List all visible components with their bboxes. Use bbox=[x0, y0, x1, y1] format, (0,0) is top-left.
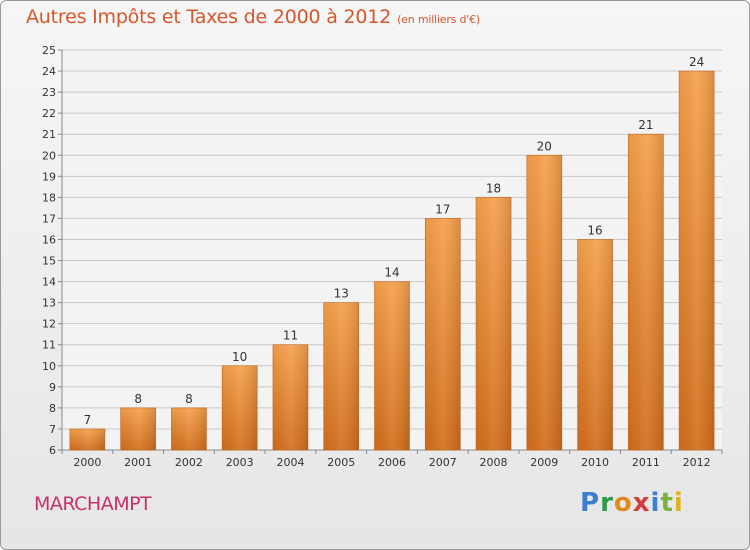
x-tick-label: 2008 bbox=[480, 456, 508, 469]
x-tick-label: 2003 bbox=[226, 456, 254, 469]
bar-shade bbox=[69, 428, 105, 450]
commune-name: MARCHAMPT bbox=[34, 493, 152, 515]
y-tick-label: 22 bbox=[42, 107, 56, 120]
y-tick-label: 13 bbox=[42, 297, 56, 310]
bar-value-label: 17 bbox=[435, 202, 450, 216]
y-tick-label: 6 bbox=[49, 444, 56, 457]
bar-shade bbox=[222, 365, 258, 450]
y-tick-label: 23 bbox=[42, 86, 56, 99]
bar-value-label: 13 bbox=[334, 287, 349, 301]
y-tick-label: 7 bbox=[49, 423, 56, 436]
y-tick-label: 16 bbox=[42, 233, 56, 246]
bar-shade bbox=[476, 197, 512, 450]
x-tick-label: 2009 bbox=[530, 456, 558, 469]
x-tick-label: 2002 bbox=[175, 456, 203, 469]
bar-shade bbox=[120, 407, 156, 450]
y-tick-label: 12 bbox=[42, 318, 56, 331]
proxiti-logo: Proxiti bbox=[580, 488, 684, 518]
logo-letter: r bbox=[600, 488, 614, 518]
y-tick-label: 18 bbox=[42, 191, 56, 204]
y-tick-label: 24 bbox=[42, 65, 56, 78]
bar-shade bbox=[374, 281, 410, 450]
logo-letter: i bbox=[650, 488, 661, 518]
y-tick-label: 20 bbox=[42, 149, 56, 162]
bar-value-label: 24 bbox=[689, 55, 704, 69]
bar-value-label: 20 bbox=[537, 139, 552, 153]
logo-letter: i bbox=[673, 488, 684, 518]
bar-value-label: 8 bbox=[185, 392, 193, 406]
logo-letter: t bbox=[660, 488, 674, 518]
chart-subtitle: (en milliers d'€) bbox=[397, 13, 480, 26]
x-tick-label: 2001 bbox=[124, 456, 152, 469]
bar-value-label: 14 bbox=[384, 266, 399, 280]
bar-value-label: 7 bbox=[84, 413, 92, 427]
x-tick-label: 2000 bbox=[73, 456, 101, 469]
logo-letter: x bbox=[632, 488, 651, 518]
y-tick-label: 11 bbox=[42, 339, 56, 352]
logo-letter: o bbox=[613, 488, 633, 518]
x-tick-label: 2012 bbox=[683, 456, 711, 469]
bar-shade bbox=[526, 155, 562, 450]
bar-shade bbox=[628, 134, 664, 451]
bar-shade bbox=[425, 218, 461, 450]
bar-shade bbox=[577, 239, 613, 450]
x-tick-label: 2010 bbox=[581, 456, 609, 469]
y-tick-label: 25 bbox=[42, 44, 56, 57]
bar-value-label: 11 bbox=[283, 329, 298, 343]
x-tick-label: 2005 bbox=[327, 456, 355, 469]
y-tick-label: 10 bbox=[42, 360, 56, 373]
x-tick-label: 2004 bbox=[276, 456, 304, 469]
logo-letter: P bbox=[580, 488, 601, 518]
y-tick-label: 17 bbox=[42, 212, 56, 225]
bar-value-label: 16 bbox=[587, 223, 602, 237]
bar-value-label: 10 bbox=[232, 350, 247, 364]
y-tick-label: 14 bbox=[42, 276, 56, 289]
chart-title-text: Autres Impôts et Taxes de 2000 à 2012 bbox=[26, 6, 392, 28]
x-tick-label: 2007 bbox=[429, 456, 457, 469]
bar-shade bbox=[171, 407, 207, 450]
y-tick-label: 21 bbox=[42, 128, 56, 141]
bar-value-label: 21 bbox=[638, 118, 653, 132]
y-tick-label: 15 bbox=[42, 255, 56, 268]
bar-shade bbox=[679, 71, 715, 450]
bar-value-label: 18 bbox=[486, 181, 501, 195]
bar-shade bbox=[323, 302, 359, 450]
y-tick-label: 19 bbox=[42, 170, 56, 183]
y-tick-label: 8 bbox=[49, 402, 56, 415]
bar-shade bbox=[272, 344, 308, 450]
x-tick-label: 2006 bbox=[378, 456, 406, 469]
y-tick-label: 9 bbox=[49, 381, 56, 394]
chart-title: Autres Impôts et Taxes de 2000 à 2012 (en… bbox=[26, 6, 480, 28]
x-tick-label: 2011 bbox=[632, 456, 660, 469]
bar-value-label: 8 bbox=[134, 392, 142, 406]
